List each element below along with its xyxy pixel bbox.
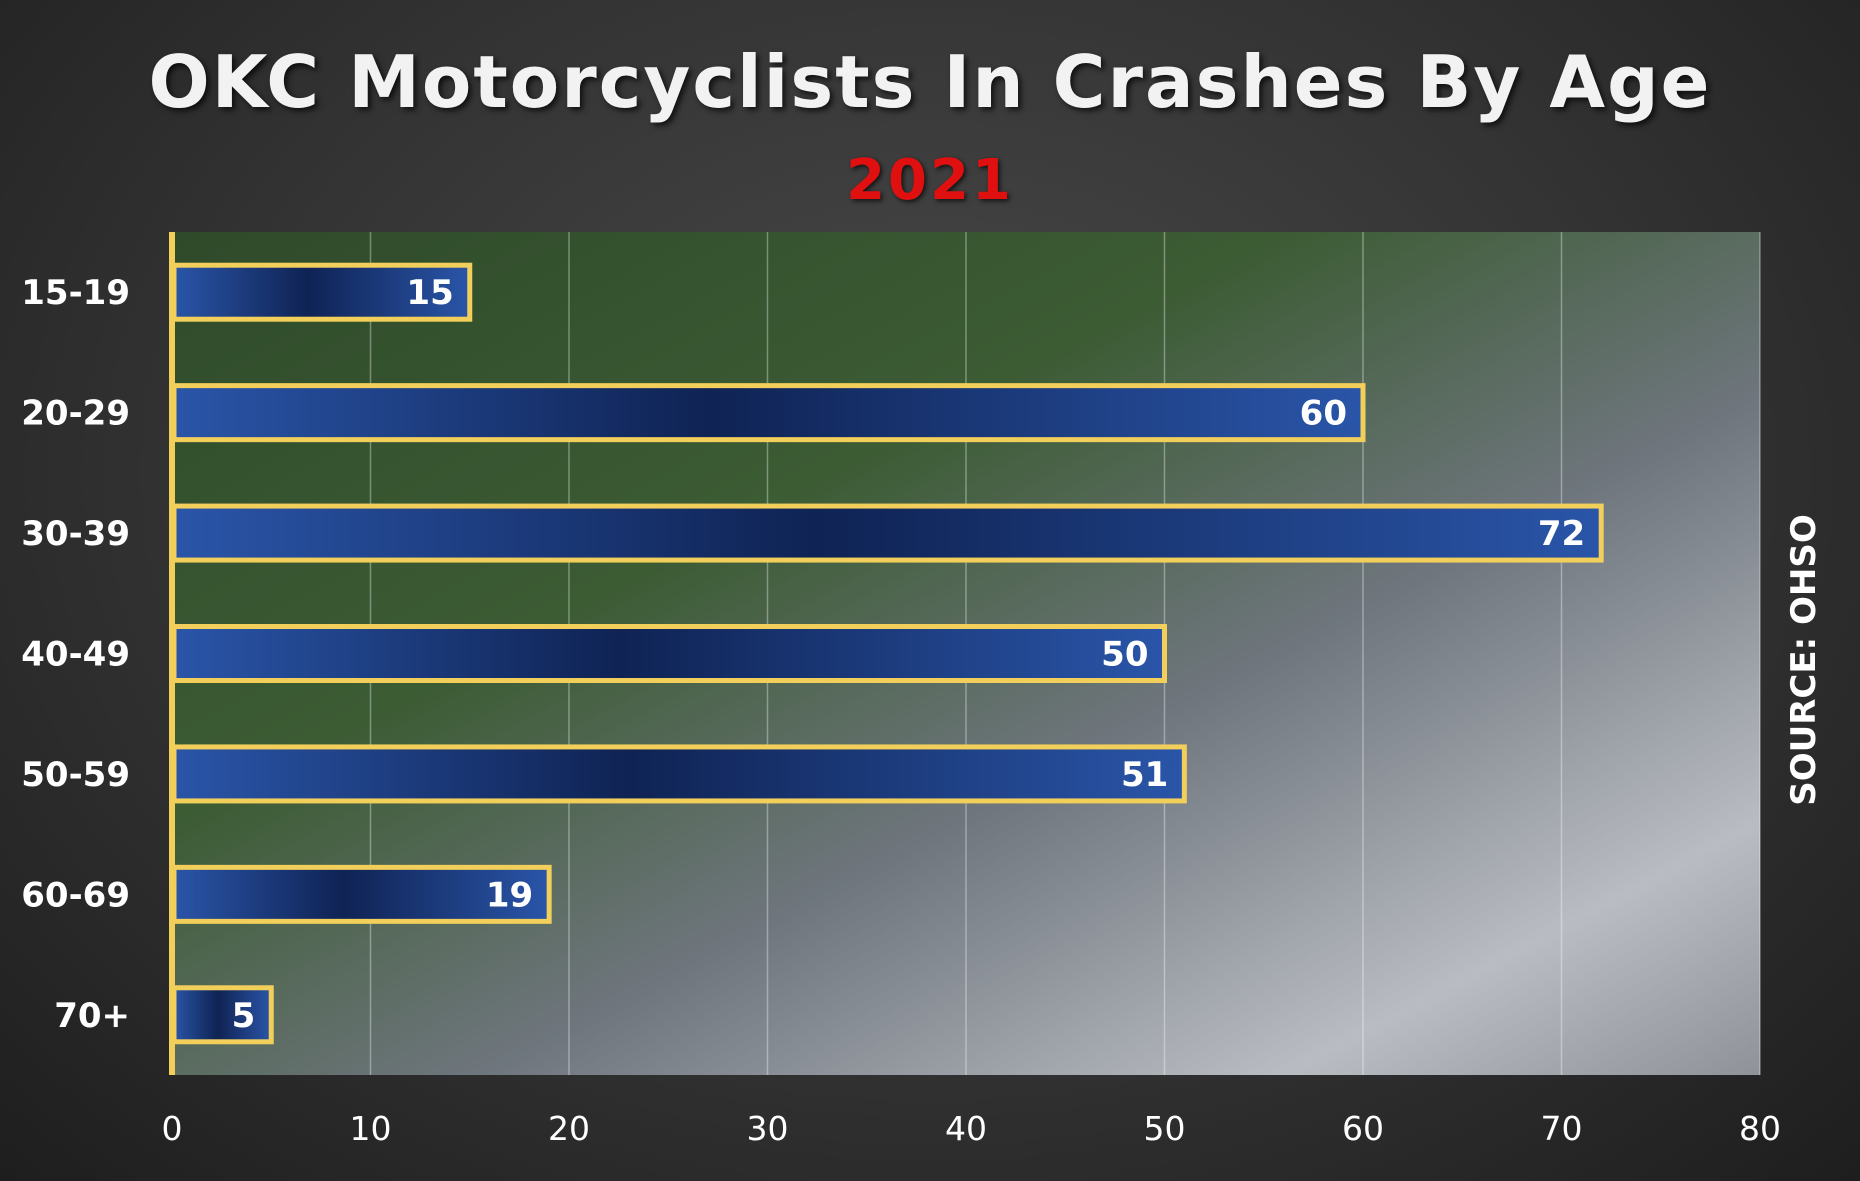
x-tick-label: 20 (548, 1109, 590, 1148)
category-label: 15-19 (21, 273, 130, 313)
x-tick-label: 10 (350, 1109, 392, 1148)
x-tick-label: 0 (162, 1109, 183, 1148)
x-tick-label: 50 (1144, 1109, 1186, 1148)
axis-group: 0 10 20 30 40 50 60 70 80 15-19 20-29 30-39 40-49 50-… (21, 232, 1781, 1148)
x-tick-label: 70 (1541, 1109, 1583, 1148)
category-label: 30-39 (21, 514, 130, 554)
data-label: 51 (1121, 755, 1168, 795)
bar-30-39 (171, 503, 1604, 563)
chart-title: OKC Motorcyclists In Crashes By Age (148, 40, 1712, 124)
category-label: 40-49 (21, 635, 130, 675)
category-label: 70+ (54, 996, 130, 1036)
bar-40-49 (171, 624, 1167, 683)
x-tick-label: 30 (747, 1109, 789, 1148)
x-tick-label: 40 (945, 1109, 987, 1148)
bar-50-59 (171, 744, 1187, 804)
data-label: 15 (406, 273, 453, 313)
bar-20-29 (171, 383, 1366, 443)
chart-subtitle: 2021 (846, 148, 1014, 213)
category-label: 20-29 (21, 394, 130, 434)
data-label: 50 (1101, 635, 1148, 675)
x-tick-label: 80 (1739, 1109, 1781, 1148)
bar-70+ (171, 985, 274, 1045)
data-label: 19 (486, 875, 533, 915)
data-label: 5 (232, 996, 256, 1036)
category-label: 50-59 (21, 755, 130, 795)
data-label: 72 (1538, 514, 1585, 554)
x-tick-label: 60 (1342, 1109, 1384, 1148)
category-label: 60-69 (21, 875, 130, 915)
data-label: 60 (1300, 394, 1347, 434)
bars-group: 15 60 72 50 51 19 5 (171, 262, 1604, 1045)
